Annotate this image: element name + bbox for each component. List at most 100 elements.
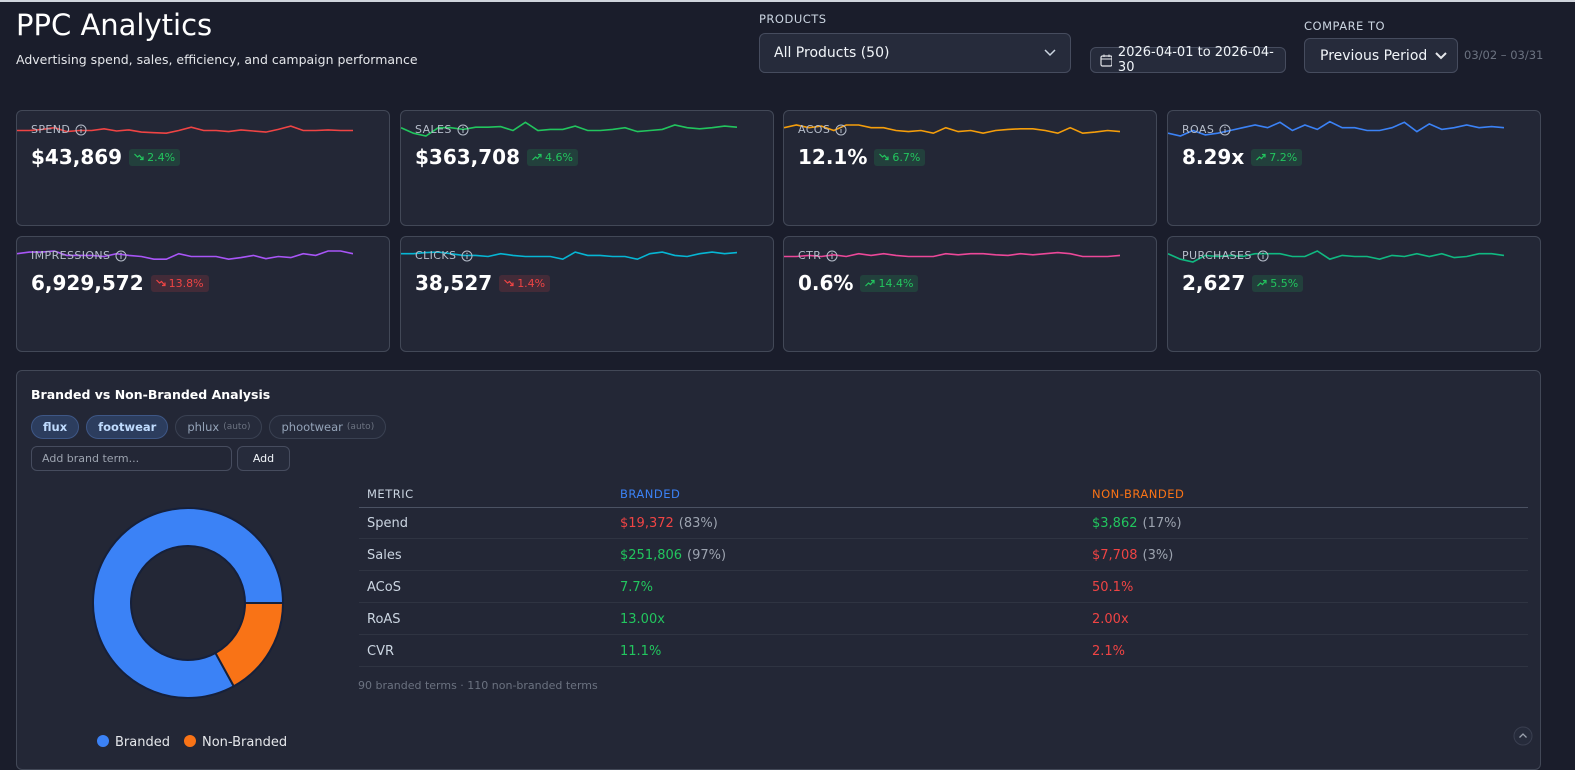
kpi-card: ACOS 12.1% 6.7% xyxy=(783,110,1157,226)
trend-arrow-path xyxy=(134,153,144,161)
metric-name: CVR xyxy=(367,644,395,659)
metric-cell: 2.00x xyxy=(1092,612,1129,627)
info-icon xyxy=(75,124,87,135)
info-icon xyxy=(1219,124,1231,135)
info-circle xyxy=(835,124,847,135)
kpi-card: CLICKS 38,527 1.4% xyxy=(400,236,774,352)
trend-arrow xyxy=(155,279,166,287)
products-select[interactable]: All Products (50) xyxy=(759,33,1071,73)
add-button[interactable]: Add xyxy=(237,446,290,471)
kpi-value: 6,929,572 xyxy=(31,271,144,295)
kpi-card: PURCHASES 2,627 5.5% xyxy=(1167,236,1541,352)
term-input[interactable]: Add brand term... xyxy=(31,446,232,471)
term-chip[interactable]: phlux (auto) xyxy=(175,415,263,439)
kpi-value: 0.6% xyxy=(798,271,854,295)
kpi-label: CTR xyxy=(798,249,838,262)
chevron-icon xyxy=(1044,49,1056,57)
sparkline xyxy=(16,250,354,261)
term-chip[interactable]: footwear xyxy=(86,415,169,439)
kpi-delta: 6.7% xyxy=(892,150,921,164)
panel-title: Branded vs Non-Branded Analysis xyxy=(31,387,271,402)
date-range-button[interactable]: 2026-04-01 to 2026-04-30 xyxy=(1090,45,1286,75)
info-dot xyxy=(120,252,123,254)
donut-slice xyxy=(92,507,285,699)
kpi-label: ACOS xyxy=(798,123,847,136)
kpi-label-text: SALES xyxy=(415,123,452,136)
metric-value: $3,862 xyxy=(1092,516,1138,531)
kpi-value: 38,527 xyxy=(415,271,493,295)
info-dot xyxy=(80,126,82,128)
products-label: PRODUCTS xyxy=(759,12,827,26)
page-title: PPC Analytics xyxy=(16,8,213,42)
trend-arrow xyxy=(134,153,144,161)
kpi-label: PURCHASES xyxy=(1182,249,1269,262)
info-dot xyxy=(840,126,842,128)
input-placeholder: Add brand term... xyxy=(42,452,140,465)
trend-arrow-path xyxy=(879,153,889,161)
kpi-label-text: CLICKS xyxy=(415,249,457,262)
metric-value: 2.00x xyxy=(1092,612,1129,627)
trend-arrow xyxy=(865,279,876,287)
term-chip[interactable]: phootwear (auto) xyxy=(269,415,387,439)
legend-swatch xyxy=(97,735,109,747)
info-dot xyxy=(1224,126,1226,128)
sparkline xyxy=(401,251,738,261)
trend-arrow-path xyxy=(532,153,542,161)
term-tag: (auto) xyxy=(223,422,251,432)
kpi-delta-badge: 13.8% xyxy=(150,274,209,292)
term-text: footwear xyxy=(98,420,157,434)
sparkline-line xyxy=(17,125,353,135)
kpi-delta-badge: 6.7% xyxy=(874,148,926,166)
sparkline-line xyxy=(401,251,738,261)
sparkline xyxy=(400,121,738,137)
metric-share: (3%) xyxy=(1142,548,1174,563)
metric-cell: $3,862 (17%) xyxy=(1092,516,1182,531)
kpi-row: 8.29x 7.2% xyxy=(1182,145,1303,169)
kpi-row: $363,708 4.6% xyxy=(415,145,578,169)
kpi-value: 8.29x xyxy=(1182,145,1245,169)
kpi-delta: 4.6% xyxy=(545,150,573,164)
kpi-delta: 14.4% xyxy=(878,276,914,290)
table-header-rule xyxy=(359,507,1528,508)
row-rule xyxy=(359,538,1528,539)
term-text: phootwear xyxy=(281,420,343,434)
metric-value: 7.7% xyxy=(620,580,654,595)
scroll-top-button[interactable] xyxy=(1513,726,1533,746)
kpi-delta-badge: 14.4% xyxy=(860,274,919,292)
metric-name: Spend xyxy=(367,516,408,531)
kpi-delta-badge: 2.4% xyxy=(129,148,181,166)
metric-value: 2.1% xyxy=(1092,644,1126,659)
kpi-delta-badge: 7.2% xyxy=(1251,148,1303,166)
kpi-row: 38,527 1.4% xyxy=(415,271,551,295)
kpi-delta: 13.8% xyxy=(168,276,204,290)
sparkline-line xyxy=(1167,250,1505,263)
trend-arrow xyxy=(879,153,889,161)
sparkline-line xyxy=(784,251,1121,258)
sparkline xyxy=(783,124,1121,135)
row-rule xyxy=(359,602,1528,603)
term-tag: (auto) xyxy=(346,422,375,432)
sparkline xyxy=(1167,250,1505,263)
metric-cell: 11.1% xyxy=(620,644,661,659)
info-icon xyxy=(115,250,127,261)
page-subtitle: Advertising spend, sales, efficiency, an… xyxy=(16,52,418,67)
table-header: BRANDED xyxy=(620,487,681,501)
trend-arrow xyxy=(1257,279,1267,287)
info-circle xyxy=(1257,250,1269,261)
compare-select[interactable]: Previous Period xyxy=(1304,38,1458,73)
kpi-row: 6,929,572 13.8% xyxy=(31,271,209,295)
trend-arrow xyxy=(532,153,542,161)
metric-cell: 13.00x xyxy=(620,612,665,627)
info-icon xyxy=(826,250,838,261)
compare-range: 03/02 – 03/31 xyxy=(1464,48,1544,62)
sparkline xyxy=(784,251,1121,258)
legend-label: Branded xyxy=(115,735,170,750)
kpi-card: SPEND $43,869 2.4% xyxy=(16,110,390,226)
legend-label: Non-Branded xyxy=(202,735,287,750)
donut-slice xyxy=(214,602,285,688)
term-chip[interactable]: flux xyxy=(31,415,80,439)
donut-chart: Branded Non-Branded xyxy=(92,507,287,750)
row-rule xyxy=(359,570,1528,571)
kpi-card: CTR 0.6% 14.4% xyxy=(783,236,1157,352)
